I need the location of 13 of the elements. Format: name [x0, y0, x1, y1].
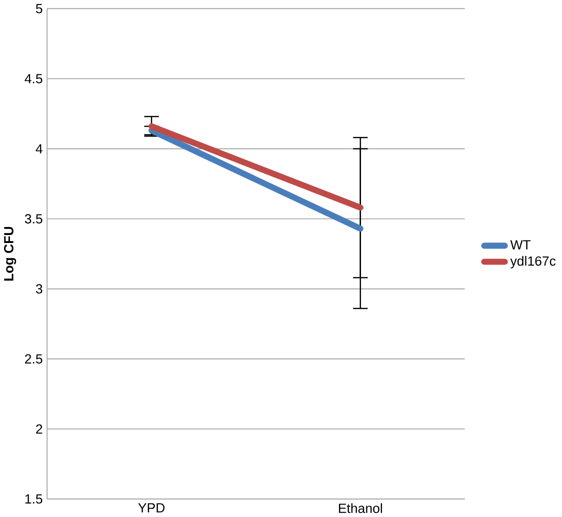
y-tick-label: 3 — [36, 284, 42, 294]
legend-label: WT — [510, 240, 531, 250]
y-tick-label: 4 — [36, 144, 42, 154]
x-tick-label: Ethanol — [338, 503, 382, 513]
y-tick-label: 2 — [36, 424, 42, 434]
y-tick-label: 1.5 — [25, 494, 42, 504]
legend-label: ydl167c — [510, 256, 556, 268]
y-tick-label: 2.5 — [25, 354, 42, 364]
y-axis-title: Log CFU — [4, 227, 16, 281]
y-tick-label: 3.5 — [24, 214, 42, 224]
y-tick-label: 5 — [36, 4, 42, 14]
y-tick-label: 4.5 — [24, 74, 42, 84]
x-tick-label: YPD — [138, 503, 165, 512]
